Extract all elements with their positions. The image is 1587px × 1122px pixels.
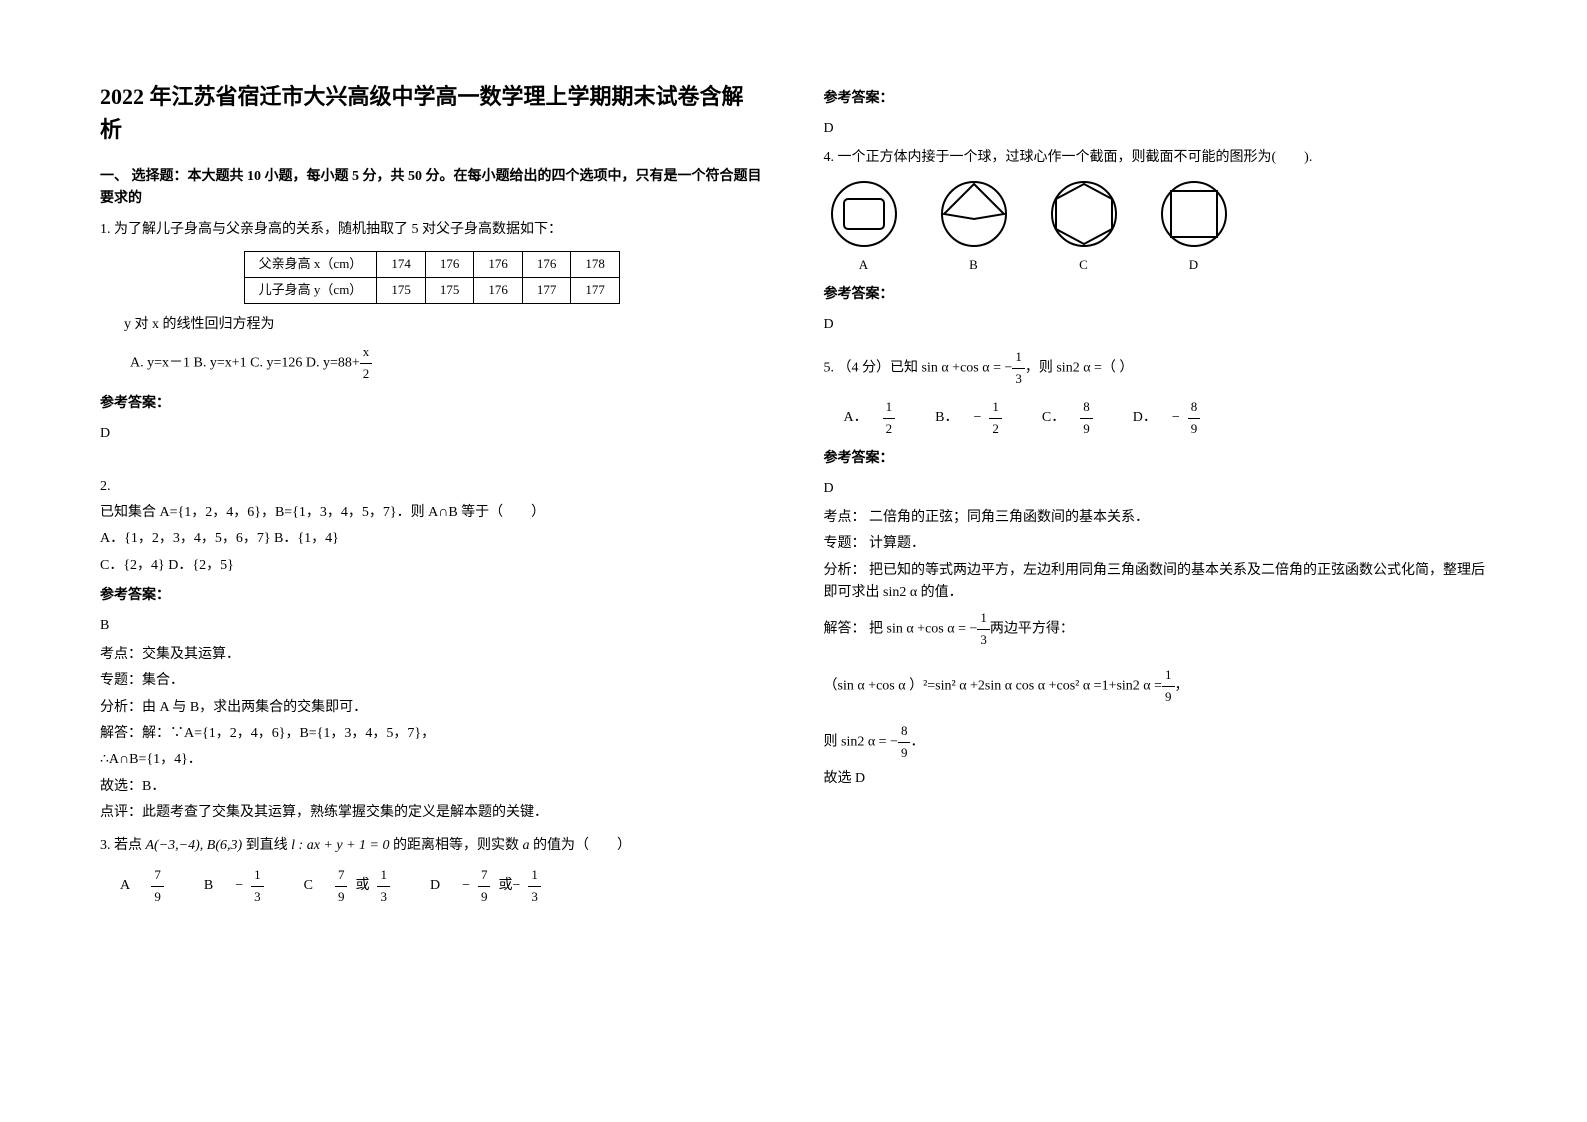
cell: 177 [571, 277, 620, 303]
cell: 176 [522, 252, 571, 278]
q2-answer: B [100, 615, 764, 637]
shape-c-icon [1044, 179, 1124, 249]
q1-stem: 1. 为了解儿子身高与父亲身高的关系，随机抽取了 5 对父子身高数据如下： [100, 219, 764, 241]
q2-l3: 分析：由 A 与 B，求出两集合的交集即可． [100, 697, 764, 719]
q5-l3: 分析： 把已知的等式两边平方，左边利用同角三角函数间的基本关系及二倍角的正弦函数… [824, 560, 1488, 605]
cell: 175 [377, 277, 426, 303]
q4-shapes: A B C [824, 179, 1488, 276]
cell: 儿子身高 y（cm） [244, 277, 377, 303]
shape-d-icon [1154, 179, 1234, 249]
q2-opt-c: C．{2，4} D．{2，5} [100, 555, 764, 577]
q5-answer: D [824, 478, 1488, 500]
question-5: 5. （4 分）已知 sin α +cos α = −13，则 sin2 α =… [824, 347, 1488, 791]
q5-l2: 专题： 计算题． [824, 533, 1488, 555]
q5-opt-d: D． −89 [1133, 397, 1201, 440]
q2-l5: ∴A∩B={1，4}． [100, 749, 764, 771]
cell: 175 [425, 277, 474, 303]
q5-opt-a: A． 12 [844, 397, 896, 440]
answer-label: 参考答案： [824, 448, 1488, 470]
q3-answer: D [824, 118, 1488, 140]
q4-shape-b: B [934, 179, 1014, 276]
q5-l7: 故选 D [824, 768, 1488, 790]
right-column: 参考答案： D 4. 一个正方体内接于一个球，过球心作一个截面，则截面不可能的图… [824, 80, 1488, 918]
cell: 174 [377, 252, 426, 278]
q3-opt-b: B −13 [204, 865, 264, 908]
q1-table: 父亲身高 x（cm） 174 176 176 176 178 儿子身高 y（cm… [244, 251, 620, 304]
left-column: 2022 年江苏省宿迁市大兴高级中学高一数学理上学期期末试卷含解析 一、 选择题… [100, 80, 764, 918]
cell: 178 [571, 252, 620, 278]
question-4: 4. 一个正方体内接于一个球，过球心作一个截面，则截面不可能的图形为( ). A… [824, 147, 1488, 337]
q2-l7: 点评：此题考查了交集及其运算，熟练掌握交集的定义是解本题的关键． [100, 802, 764, 824]
shape-b-icon [934, 179, 1014, 249]
shape-a-icon [824, 179, 904, 249]
question-1: 1. 为了解儿子身高与父亲身高的关系，随机抽取了 5 对父子身高数据如下： 父亲… [100, 219, 764, 446]
cell: 176 [474, 277, 523, 303]
q5-options: A． 12 B． −12 C． 89 D． −89 [824, 397, 1488, 440]
q5-l6: 则 sin2 α = −89． [824, 721, 1488, 764]
q1-options: A. y=x－1 B. y=x+1 C. y=126 D. y=88+x2 [100, 342, 764, 385]
q4-shape-a: A [824, 179, 904, 276]
q3-opt-d: D −79或−13 [430, 865, 541, 908]
q2-opt-a: A．{1，2，3，4，5，6，7} B．{1，4} [100, 528, 764, 550]
answer-label: 参考答案： [100, 393, 764, 415]
q4-shape-c: C [1044, 179, 1124, 276]
table-row: 儿子身高 y（cm） 175 175 176 177 177 [244, 277, 619, 303]
q3-stem: 3. 若点 A(−3,−4), B(6,3) 到直线 l : ax + y + … [100, 835, 764, 857]
q4-answer: D [824, 314, 1488, 336]
q1-sub: y 对 x 的线性回归方程为 [100, 314, 764, 336]
q2-l2: 专题：集合． [100, 670, 764, 692]
q2-num: 2. [100, 476, 764, 498]
q1-opts-text: A. y=x－1 B. y=x+1 C. y=126 D. y=88+ [130, 356, 360, 371]
cell: 176 [425, 252, 474, 278]
q4-stem: 4. 一个正方体内接于一个球，过球心作一个截面，则截面不可能的图形为( ). [824, 147, 1488, 169]
document-title: 2022 年江苏省宿迁市大兴高级中学高一数学理上学期期末试卷含解析 [100, 80, 764, 146]
cell: 父亲身高 x（cm） [244, 252, 377, 278]
section-1-heading: 一、 选择题：本大题共 10 小题，每小题 5 分，共 50 分。在每小题给出的… [100, 166, 764, 211]
q2-l1: 考点：交集及其运算． [100, 644, 764, 666]
answer-label: 参考答案： [100, 585, 764, 607]
q5-opt-c: C． 89 [1042, 397, 1093, 440]
cell: 176 [474, 252, 523, 278]
q2-stem: 已知集合 A={1，2，4，6}，B={1，3，4，5，7}．则 A∩B 等于（… [100, 502, 764, 524]
cell: 177 [522, 277, 571, 303]
q5-l1: 考点： 二倍角的正弦；同角三角函数间的基本关系． [824, 507, 1488, 529]
q4-shape-d: D [1154, 179, 1234, 276]
q3-opt-a: A 79 [120, 865, 164, 908]
q1-answer: D [100, 423, 764, 445]
q3-options: A 79 B −13 C 79或13 D −79或−13 [100, 865, 764, 908]
question-3: 3. 若点 A(−3,−4), B(6,3) 到直线 l : ax + y + … [100, 835, 764, 908]
answer-label: 参考答案： [824, 284, 1488, 306]
q3-opt-c: C 79或13 [304, 865, 390, 908]
q5-stem: 5. （4 分）已知 sin α +cos α = −13，则 sin2 α =… [824, 347, 1488, 390]
q5-opt-b: B． −12 [935, 397, 1002, 440]
question-2: 2. 已知集合 A={1，2，4，6}，B={1，3，4，5，7}．则 A∩B … [100, 476, 764, 825]
q2-l6: 故选：B． [100, 776, 764, 798]
q2-l4: 解答：解：∵A={1，2，4，6}，B={1，3，4，5，7}， [100, 723, 764, 745]
table-row: 父亲身高 x（cm） 174 176 176 176 178 [244, 252, 619, 278]
q5-l4: 解答： 把 sin α +cos α = −13两边平方得： [824, 608, 1488, 651]
q5-l5: （sin α +cos α ）²=sin² α +2sin α cos α +c… [824, 665, 1488, 708]
fraction: x2 [360, 342, 373, 385]
answer-label: 参考答案： [824, 88, 1488, 110]
